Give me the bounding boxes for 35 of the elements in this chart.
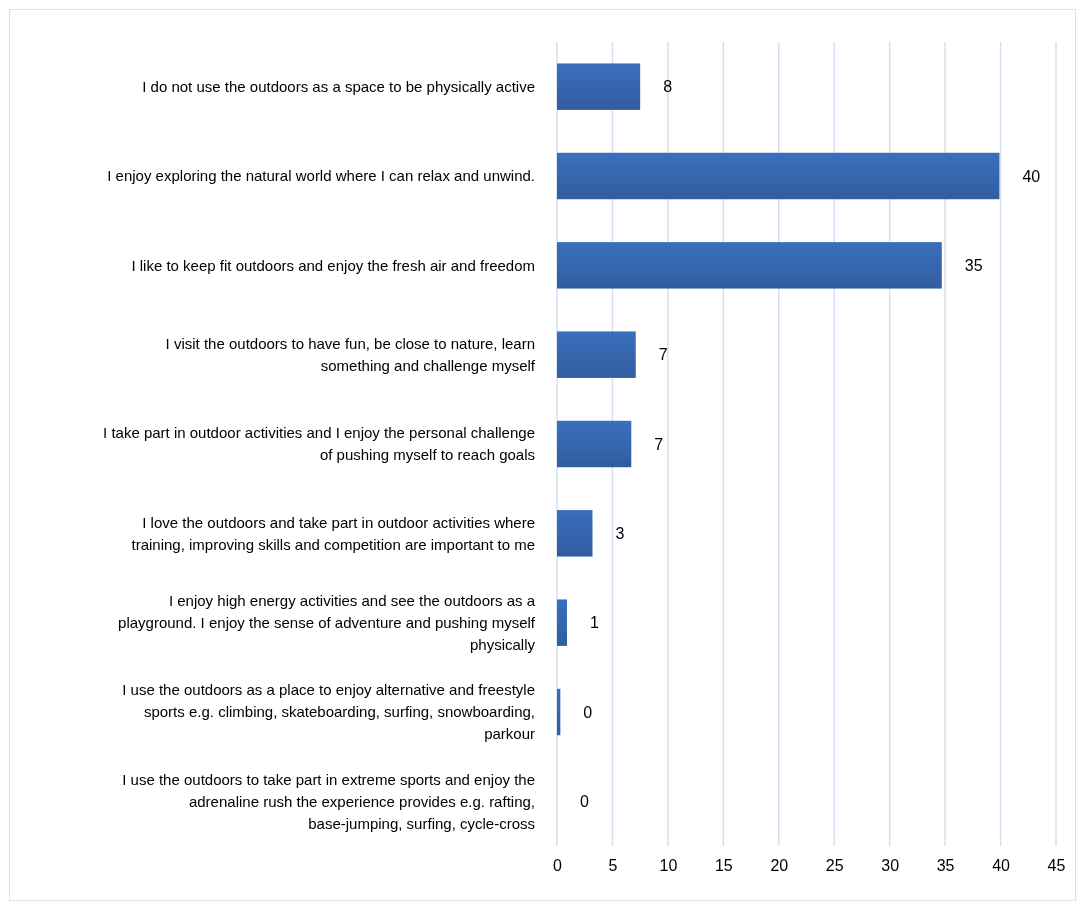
x-tick-label: 5 xyxy=(608,857,618,875)
data-label: 0 xyxy=(583,703,593,721)
x-tick-label: 15 xyxy=(714,857,733,875)
x-tick-label: 40 xyxy=(992,857,1011,875)
y-tick-label: I enjoy high energy activities and see the outdoors as a playground. I enjoy the sense of adventure and pushing myself physically xyxy=(118,591,536,653)
y-tick-label: I like to keep fit outdoors and enjoy the fresh air and freedom xyxy=(131,256,535,274)
x-tick-label: 35 xyxy=(936,857,955,875)
x-tick-label: 30 xyxy=(881,857,900,875)
data-label: 0 xyxy=(580,792,589,810)
x-tick-label: 45 xyxy=(1047,857,1066,875)
y-tick-label: I take part in outdoor activities and I enjoy the personal challenge of pushing myself to reach goals xyxy=(103,424,535,464)
bar xyxy=(557,331,636,378)
x-tick-label: 25 xyxy=(825,857,844,875)
x-tick-label: 10 xyxy=(659,857,678,875)
data-label: 3 xyxy=(615,524,625,542)
data-label: 1 xyxy=(589,614,599,632)
data-label: 7 xyxy=(658,346,668,364)
bar xyxy=(557,152,1000,200)
bar xyxy=(557,420,632,468)
y-tick-label: I love the outdoors and take part in outdoor activities where training, improving skills and competition are important to me xyxy=(131,513,535,553)
bar xyxy=(557,63,641,110)
data-label: 8 xyxy=(663,78,673,96)
data-label: 7 xyxy=(654,435,664,453)
bar xyxy=(557,510,593,557)
y-tick-label: I enjoy exploring the natural world where I can relax and unwind. xyxy=(107,167,535,185)
data-label: 40 xyxy=(1022,167,1041,185)
bar xyxy=(557,242,942,289)
bar xyxy=(557,599,567,646)
x-tick-label: 0 xyxy=(553,857,563,875)
y-tick-label: I do not use the outdoors as a space to be physically active xyxy=(142,77,535,95)
y-tick-label: I visit the outdoors to have fun, be close to nature, learn something and challenge myself xyxy=(165,334,536,374)
y-tick-label: I use the outdoors as a place to enjoy alternative and freestyle sports e.g. climbing, skateboarding, surfing, snowboarding, parkour xyxy=(122,681,535,743)
y-tick-label: I use the outdoors to take part in extreme sports and enjoy the adrenaline rush the experience provides e.g. rafting, base-jumping, surfing, cycle-cross xyxy=(122,770,535,832)
data-label: 35 xyxy=(964,256,983,274)
x-tick-label: 20 xyxy=(770,857,789,875)
